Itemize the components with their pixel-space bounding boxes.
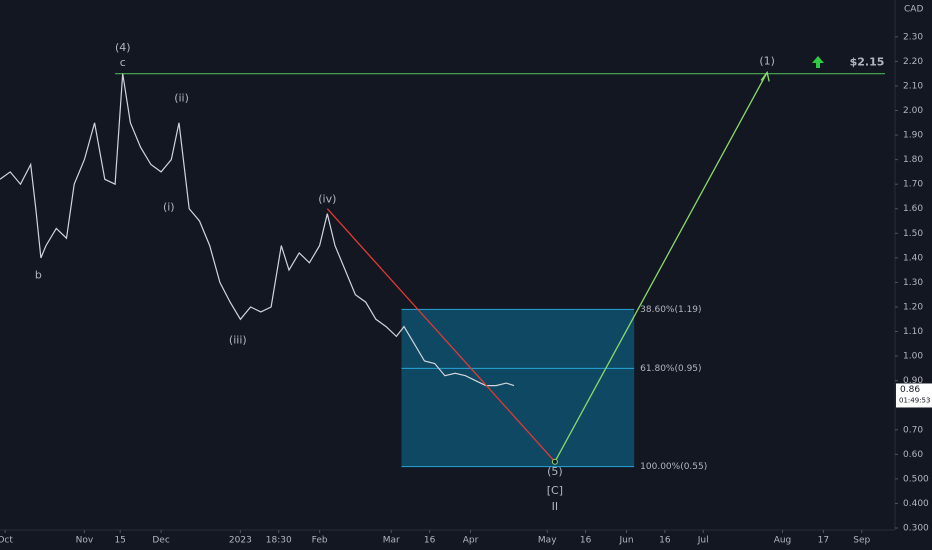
x-tick-label: Feb (312, 536, 328, 546)
fib-label: 38.60%(1.19) (640, 305, 701, 315)
y-tick-label: 2.30 (903, 32, 923, 42)
projection-line (554, 72, 768, 463)
x-tick-label: 17 (818, 536, 829, 546)
fib-label: 61.80%(0.95) (640, 364, 701, 374)
y-tick-label: 2.10 (903, 81, 923, 91)
y-tick-label: 2.20 (903, 57, 923, 67)
x-tick-label: Jul (697, 536, 709, 546)
y-tick-label: 0.90 (903, 376, 923, 386)
y-tick-label: 1.40 (903, 253, 923, 263)
wave-label: c (120, 56, 126, 69)
wave-label: b (35, 269, 42, 282)
y-tick-label: 1.30 (903, 278, 923, 288)
price-line (0, 73, 515, 387)
x-tick-label: Apr (463, 536, 479, 546)
wave-label: (iii) (229, 333, 247, 346)
fib-label: 100.00%(0.55) (640, 462, 707, 472)
x-tick-label: 2023 (229, 536, 252, 546)
y-tick-label: 2.00 (903, 106, 923, 116)
y-tick-label: 1.70 (903, 180, 923, 190)
x-tick-label: Oct (0, 536, 13, 546)
y-tick-label: 1.20 (903, 302, 923, 312)
x-tick-label: 16 (580, 536, 592, 546)
wave-label: (4) (115, 41, 131, 54)
arrow-head (760, 70, 770, 82)
x-tick-label: Mar (383, 536, 400, 546)
projection-line (326, 208, 556, 463)
target-label: $2.15 (850, 56, 885, 69)
y-tick-label: 1.80 (903, 155, 923, 165)
x-tick-label: 16 (424, 536, 436, 546)
x-tick-label: Dec (152, 536, 169, 546)
price-tag (896, 383, 932, 408)
y-tick-label: 0.60 (903, 450, 923, 460)
y-tick-label: 1.10 (903, 327, 923, 337)
y-tick-label: 1.00 (903, 352, 923, 362)
x-tick-label: Nov (76, 536, 94, 546)
x-tick-label: 15 (114, 536, 125, 546)
wave-label: (5) (547, 465, 563, 478)
x-tick-label: Sep (853, 536, 870, 546)
y-tick-label: 0.500 (903, 474, 929, 484)
wave-label: [C] (547, 484, 563, 497)
x-tick-label: Aug (774, 536, 792, 546)
y-tick-label: 1.60 (903, 204, 923, 214)
y-tick-label: 0.300 (903, 524, 929, 534)
y-tick-label: 1.50 (903, 229, 923, 239)
endpoint (551, 458, 558, 465)
price-tag-label: 0.86 (900, 385, 920, 395)
wave-label: (ii) (174, 92, 189, 105)
y-tick-label: 1.90 (903, 131, 923, 141)
x-tick-label: 16 (659, 536, 671, 546)
price-tag-countdown: 01:49:53 (899, 396, 930, 404)
y-tick-label: 0.70 (903, 425, 923, 435)
wave-label: (1) (759, 54, 775, 67)
wave-label: (iv) (318, 193, 336, 206)
wave-label: (i) (163, 201, 175, 214)
x-tick-label: May (538, 536, 557, 546)
target-arrow-icon (812, 56, 824, 68)
y-tick-label: 0.400 (903, 499, 929, 509)
fib-zone (401, 309, 635, 467)
wave-label: II (552, 500, 559, 513)
x-tick-label: Jun (618, 536, 633, 546)
x-tick-label: 18:30 (266, 536, 292, 546)
unit-label: CAD (904, 5, 923, 15)
